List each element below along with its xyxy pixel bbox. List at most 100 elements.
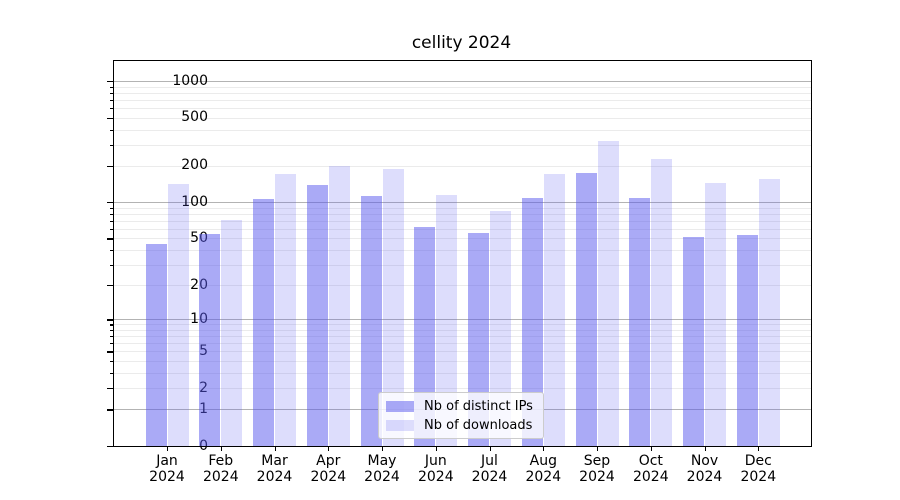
x-axis-tick-label: Jul 2024 bbox=[458, 453, 522, 485]
x-axis-tick bbox=[489, 446, 491, 451]
gridline-minor bbox=[114, 228, 811, 230]
y-axis-tick bbox=[107, 238, 114, 240]
gridline-minor bbox=[114, 372, 811, 374]
bar-distinct-ips bbox=[629, 197, 651, 446]
x-label-month: Feb bbox=[208, 453, 234, 469]
x-label-year: 2024 bbox=[686, 469, 723, 485]
y-axis-tick bbox=[107, 285, 114, 287]
bar-downloads bbox=[167, 183, 189, 446]
y-axis-tick-label: 100 bbox=[181, 193, 208, 210]
bar-downloads bbox=[651, 158, 673, 446]
x-label-year: 2024 bbox=[525, 469, 562, 485]
bar-distinct-ips bbox=[575, 172, 597, 446]
x-label-month: Jul bbox=[481, 453, 498, 469]
x-label-year: 2024 bbox=[310, 469, 347, 485]
x-axis-tick bbox=[220, 446, 222, 451]
y-axis-minor-tick bbox=[110, 372, 114, 374]
gridline-minor bbox=[114, 285, 811, 287]
x-axis-tick bbox=[435, 446, 437, 451]
legend-item-distinct-ips: Nb of distinct IPs bbox=[386, 398, 535, 415]
bar-downloads bbox=[328, 165, 350, 446]
x-label-year: 2024 bbox=[471, 469, 508, 485]
y-axis-minor-tick bbox=[110, 336, 114, 338]
gridline-minor bbox=[114, 336, 811, 338]
legend-swatch-downloads bbox=[386, 420, 414, 431]
gridline-minor bbox=[114, 129, 811, 131]
y-axis-tick bbox=[107, 202, 114, 204]
x-label-year: 2024 bbox=[579, 469, 615, 485]
x-label-year: 2024 bbox=[417, 469, 454, 485]
x-label-year: 2024 bbox=[149, 469, 185, 485]
x-axis-tick bbox=[167, 446, 169, 451]
y-axis-tick-label: 1000 bbox=[172, 72, 208, 89]
x-label-month: Mar bbox=[261, 453, 288, 469]
x-axis-tick-label: Jan 2024 bbox=[135, 453, 199, 485]
x-axis-tick bbox=[704, 446, 706, 451]
gridline-minor bbox=[114, 324, 811, 326]
x-axis-tick-label: Apr 2024 bbox=[296, 453, 360, 485]
x-label-month: Sep bbox=[583, 453, 611, 469]
bar-distinct-ips bbox=[736, 235, 758, 446]
x-axis-tick-label: Aug 2024 bbox=[511, 453, 575, 485]
legend-item-downloads: Nb of downloads bbox=[386, 417, 535, 434]
x-axis-tick bbox=[543, 446, 545, 451]
x-axis-tick bbox=[597, 446, 599, 451]
gridline-minor bbox=[114, 388, 811, 389]
y-axis-minor-tick bbox=[110, 213, 114, 216]
gridline-minor bbox=[114, 220, 811, 222]
x-axis-tick-label: May 2024 bbox=[350, 453, 414, 485]
bar-downloads bbox=[490, 210, 511, 446]
gridline-minor bbox=[114, 213, 811, 215]
x-label-month: Nov bbox=[690, 453, 719, 469]
y-axis-minor-tick bbox=[110, 343, 114, 345]
y-axis-minor-tick bbox=[110, 220, 114, 223]
bar-distinct-ips bbox=[414, 227, 436, 446]
gridline-minor bbox=[114, 238, 811, 240]
gridline-minor bbox=[114, 86, 811, 88]
gridline-minor bbox=[114, 92, 811, 94]
y-axis-tick bbox=[107, 165, 114, 168]
y-axis-minor-tick bbox=[110, 92, 114, 95]
x-axis-tick-label: Jun 2024 bbox=[404, 453, 468, 485]
gridline-minor bbox=[114, 100, 811, 101]
gridline-minor bbox=[114, 361, 811, 362]
gridline-minor bbox=[114, 351, 811, 353]
legend-label-downloads: Nb of downloads bbox=[424, 418, 533, 433]
bar-downloads bbox=[221, 220, 243, 446]
y-axis-minor-tick bbox=[110, 86, 114, 88]
bar-distinct-ips bbox=[360, 196, 382, 446]
y-axis-tick bbox=[107, 117, 114, 119]
bar-distinct-ips bbox=[683, 237, 704, 446]
bar-distinct-ips bbox=[521, 198, 543, 446]
chart-title: cellity 2024 bbox=[411, 33, 512, 53]
x-axis-tick bbox=[650, 446, 652, 451]
plot-area: 10005002001005020105210Jan2024Feb2024Mar… bbox=[107, 60, 812, 485]
legend: Nb of distinct IPs Nb of downloads bbox=[378, 392, 544, 439]
x-axis-tick bbox=[382, 446, 384, 451]
y-axis-minor-tick bbox=[110, 108, 114, 110]
x-label-month: Dec bbox=[744, 453, 772, 469]
gridline-minor bbox=[114, 108, 811, 110]
y-axis-minor-tick bbox=[110, 264, 114, 266]
y-axis-minor-tick bbox=[110, 249, 114, 252]
bar-distinct-ips bbox=[199, 234, 221, 446]
x-label-month: Oct bbox=[638, 453, 663, 469]
y-axis-minor-tick bbox=[110, 100, 114, 102]
x-label-month: Jan bbox=[156, 453, 178, 469]
legend-label-distinct-ips: Nb of distinct IPs bbox=[424, 399, 533, 414]
x-axis-tick-label: Oct 2024 bbox=[619, 453, 683, 485]
bar-downloads bbox=[382, 168, 404, 446]
x-label-month: May bbox=[367, 453, 397, 469]
y-axis-tick bbox=[107, 388, 114, 390]
bar-downloads bbox=[436, 195, 458, 446]
gridline-major bbox=[114, 202, 811, 204]
y-axis-tick bbox=[107, 319, 114, 321]
x-axis-tick-label: Dec 2024 bbox=[726, 453, 790, 485]
y-axis-tick bbox=[107, 446, 114, 448]
x-axis-tick bbox=[758, 446, 760, 451]
y-axis-tick-label: 200 bbox=[181, 157, 208, 174]
bar-distinct-ips bbox=[253, 198, 274, 446]
bar-downloads bbox=[543, 173, 565, 446]
y-axis-tick-label: 500 bbox=[181, 109, 208, 126]
